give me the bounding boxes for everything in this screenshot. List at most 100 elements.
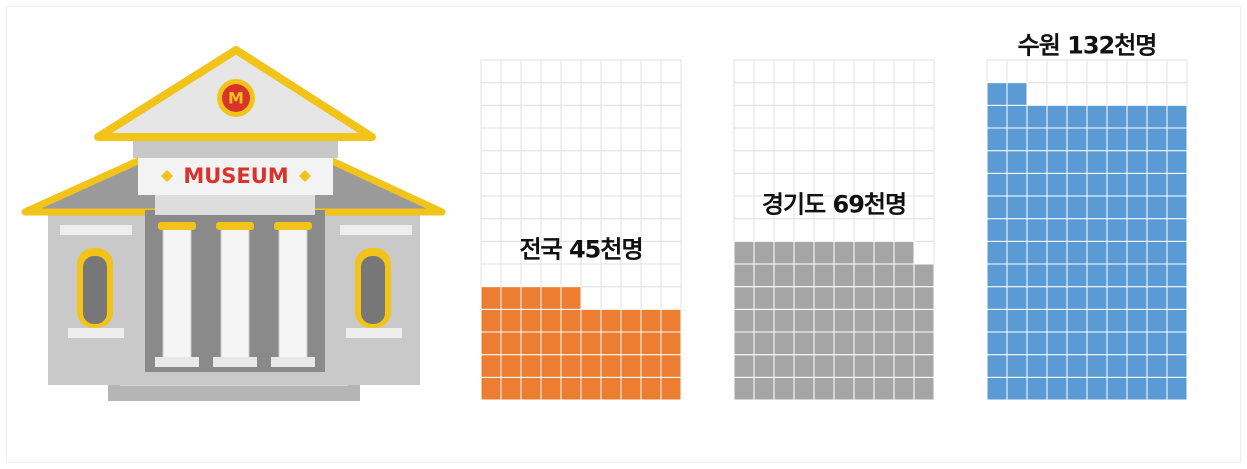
empty-cell — [580, 195, 602, 220]
waffle-cell — [1106, 172, 1128, 197]
waffle-cell — [1086, 127, 1108, 152]
waffle-cell — [540, 376, 562, 401]
empty-cell — [853, 150, 875, 174]
waffle-cell — [893, 354, 915, 378]
empty-cell — [660, 218, 682, 242]
waffle-cell — [813, 240, 835, 265]
waffle-cell — [893, 376, 915, 401]
waffle-cell — [913, 263, 935, 288]
waffle-cell — [580, 308, 602, 333]
waffle-cell — [640, 354, 662, 378]
waffle-cell — [873, 376, 895, 401]
waffle-cell — [1146, 376, 1168, 401]
empty-cell — [733, 195, 755, 220]
waffle-cell — [1086, 172, 1108, 197]
empty-cell — [873, 82, 895, 106]
empty-cell — [520, 172, 542, 197]
empty-cell — [893, 150, 915, 174]
empty-cell — [640, 195, 662, 220]
waffle-cell — [620, 331, 642, 356]
waffle-cell — [813, 263, 835, 288]
waffle-cell — [1006, 286, 1028, 310]
empty-cell — [580, 286, 602, 310]
filled-cells — [480, 286, 682, 401]
empty-cell — [500, 195, 522, 220]
waffle-cell — [913, 376, 935, 401]
waffle-cell — [1006, 263, 1028, 288]
empty-cell — [660, 150, 682, 174]
waffle-cell — [893, 240, 915, 265]
empty-cell — [913, 172, 935, 197]
empty-cell — [873, 104, 895, 129]
empty-cell — [620, 172, 642, 197]
waffle-cell — [1046, 331, 1068, 356]
waffle-cell — [753, 286, 775, 310]
empty-cell — [500, 172, 522, 197]
waffle-cell — [1086, 263, 1108, 288]
empty-cell — [640, 286, 662, 310]
waffle-cell — [1106, 218, 1128, 242]
waffle-cell — [1166, 195, 1188, 220]
waffle-cell — [1126, 218, 1148, 242]
waffle-cell — [1146, 104, 1168, 129]
waffle-cell — [1026, 354, 1048, 378]
waffle-cell — [793, 354, 815, 378]
waffle-cell — [813, 308, 835, 333]
waffle-cell — [1086, 331, 1108, 356]
empty-cell — [1166, 82, 1188, 106]
waffle-cell — [1026, 376, 1048, 401]
waffle-cell — [1066, 376, 1088, 401]
waffle-cell — [913, 354, 935, 378]
empty-cell — [560, 127, 582, 152]
empty-cell — [793, 150, 815, 174]
empty-cell — [833, 59, 855, 84]
value-label: 수원 132천명 — [1018, 32, 1157, 60]
empty-cell — [600, 263, 622, 288]
empty-cell — [913, 59, 935, 84]
empty-cell — [773, 82, 795, 106]
empty-cell — [600, 104, 622, 129]
waffle-cell — [480, 376, 502, 401]
waffle-cell — [1006, 150, 1028, 174]
empty-cell — [773, 104, 795, 129]
waffle-cell — [753, 354, 775, 378]
empty-cell — [853, 82, 875, 106]
waffle-cell — [1126, 195, 1148, 220]
empty-cell — [640, 127, 662, 152]
waffle-cell — [1086, 150, 1108, 174]
waffle-cell — [600, 354, 622, 378]
waffle-cell — [833, 308, 855, 333]
waffle-cell — [1026, 308, 1048, 333]
waffle-cell — [1106, 263, 1128, 288]
empty-cell — [600, 286, 622, 310]
waffle-cell — [1166, 150, 1188, 174]
empty-cell — [773, 150, 795, 174]
empty-cell — [1066, 82, 1088, 106]
waffle-cell — [1046, 218, 1068, 242]
waffle-cell — [753, 331, 775, 356]
empty-cell — [540, 127, 562, 152]
waffle-cell — [1026, 331, 1048, 356]
waffle-cell — [753, 308, 775, 333]
emblem: M — [228, 89, 244, 108]
waffle-cell — [620, 354, 642, 378]
waffle-cell — [1026, 150, 1048, 174]
waffle-cell — [986, 172, 1008, 197]
waffle-cell — [1046, 240, 1068, 265]
empty-cell — [913, 150, 935, 174]
waffle-cell — [753, 263, 775, 288]
waffle-cell — [1166, 127, 1188, 152]
waffle-cell — [500, 376, 522, 401]
waffle-cell — [1126, 172, 1148, 197]
waffle — [480, 59, 682, 401]
waffle-cell — [500, 286, 522, 310]
empty-cell — [560, 150, 582, 174]
waffle-cell — [1046, 150, 1068, 174]
waffle-cell — [853, 240, 875, 265]
waffle-cell — [520, 376, 542, 401]
empty-cell — [600, 195, 622, 220]
empty-cell — [620, 195, 642, 220]
waffle-cell — [1166, 286, 1188, 310]
empty-cell — [813, 104, 835, 129]
